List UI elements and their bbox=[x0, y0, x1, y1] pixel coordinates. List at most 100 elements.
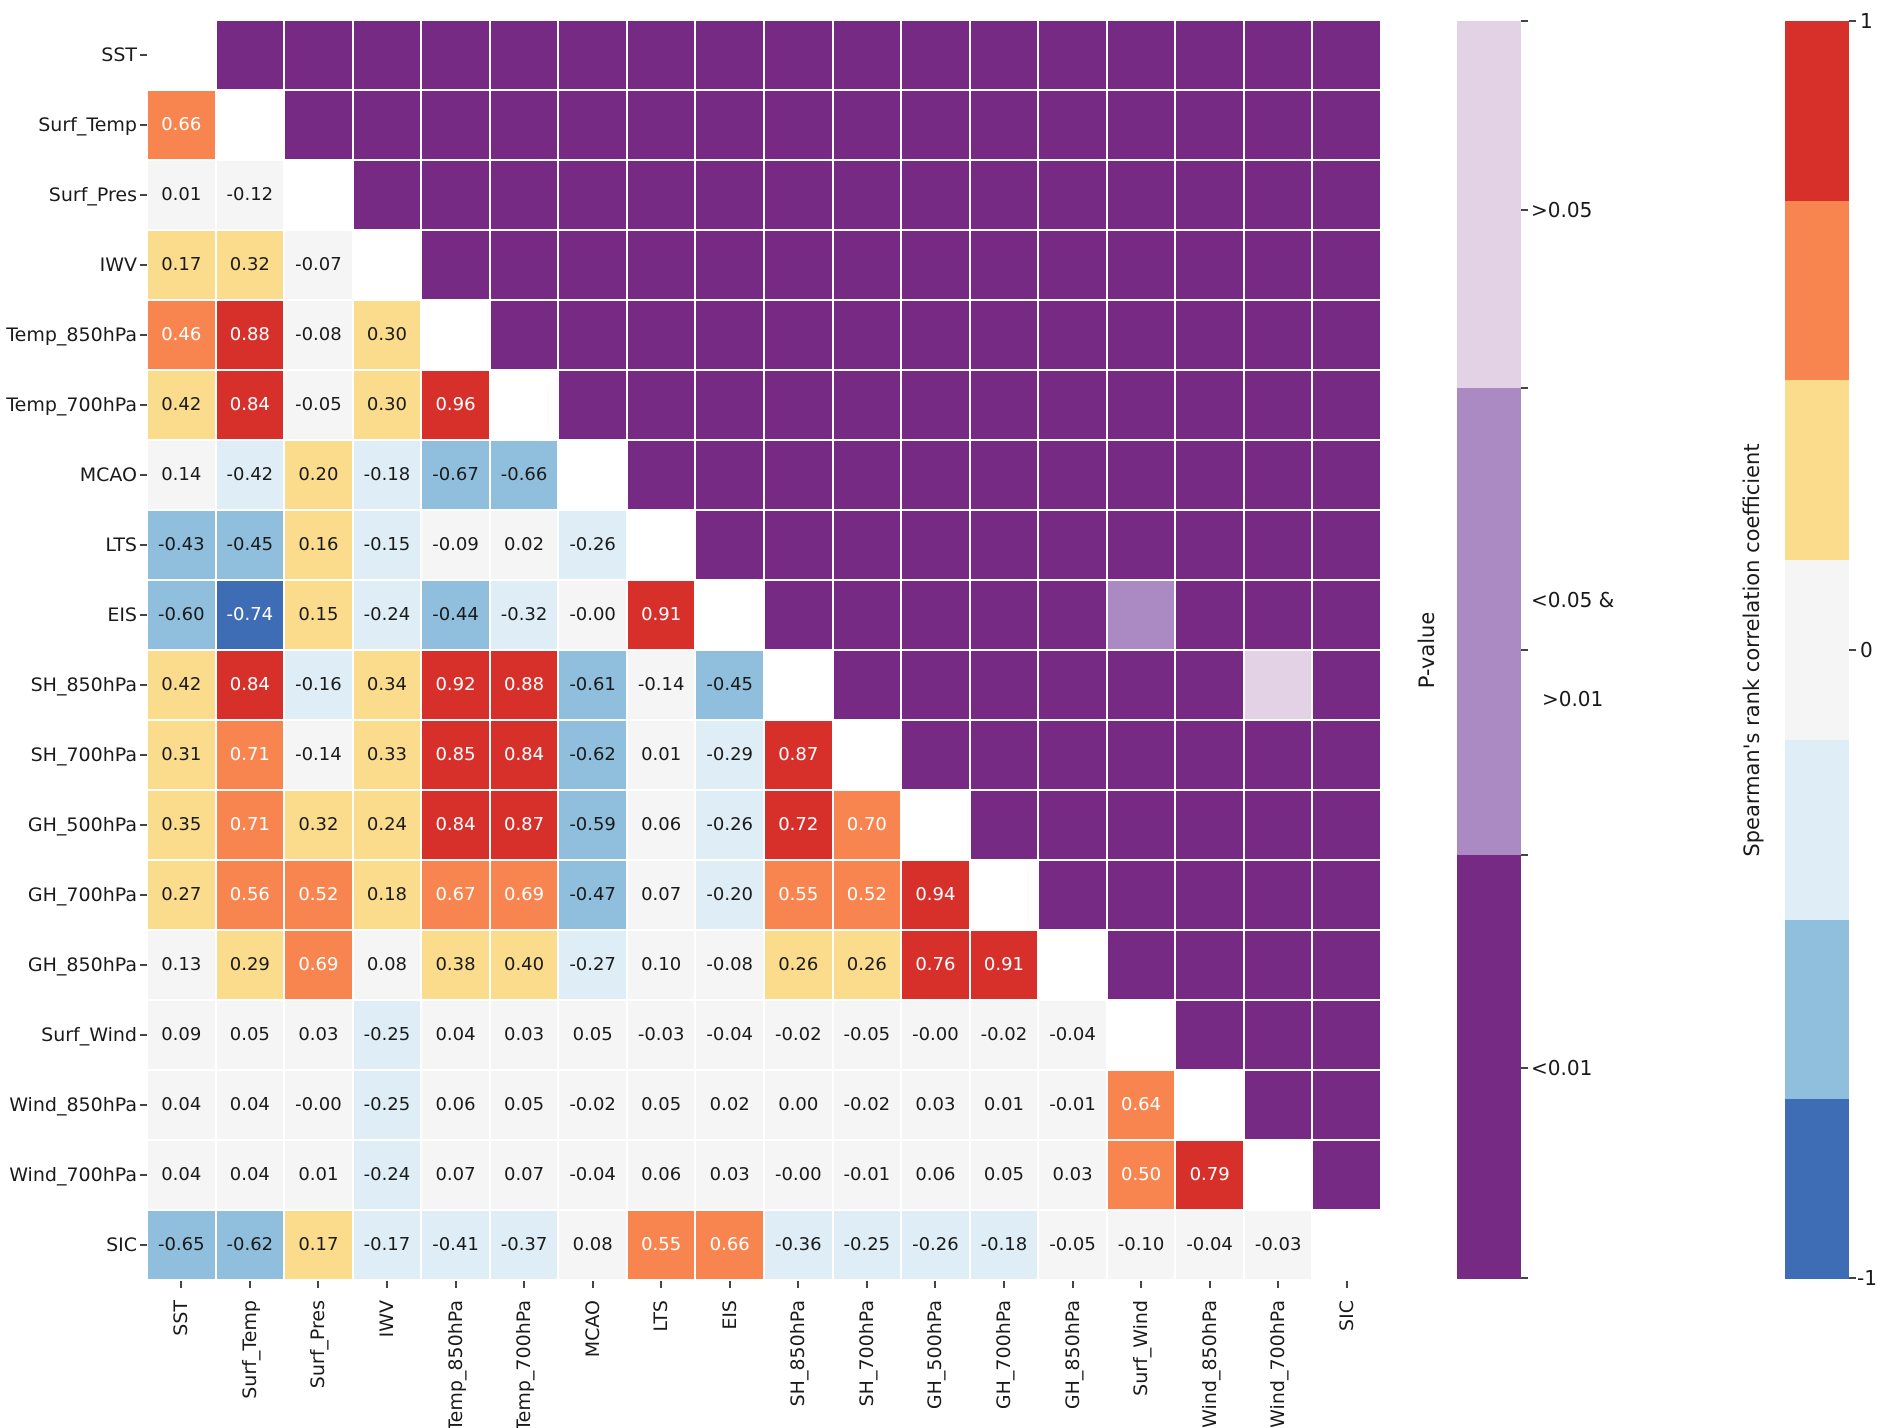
heatmap-cell-pvalue bbox=[1313, 441, 1380, 509]
heatmap-cell-correlation: 0.04 bbox=[148, 1141, 215, 1209]
heatmap-cell-diagonal bbox=[970, 861, 1038, 929]
heatmap-cell-correlation: -0.04 bbox=[696, 1001, 763, 1069]
heatmap-cell-pvalue bbox=[833, 651, 901, 719]
y-axis-tick bbox=[140, 1174, 147, 1176]
heatmap-cell-diagonal bbox=[765, 651, 832, 719]
heatmap-cell-pvalue bbox=[696, 301, 763, 369]
heatmap-cell-pvalue bbox=[970, 511, 1038, 579]
heatmap-cell-diagonal bbox=[696, 581, 763, 649]
heatmap-cell-diagonal bbox=[148, 21, 215, 89]
heatmap-cell-correlation: 0.26 bbox=[765, 931, 832, 999]
heatmap-cell-pvalue bbox=[765, 371, 832, 439]
heatmap-cell-correlation: 0.72 bbox=[765, 791, 832, 859]
heatmap-cell-pvalue bbox=[1176, 651, 1243, 719]
heatmap-cell-pvalue bbox=[1107, 931, 1175, 999]
heatmap-cell-correlation: 0.08 bbox=[353, 931, 421, 999]
heatmap-cell-correlation: 0.91 bbox=[627, 581, 695, 649]
heatmap-cell-pvalue bbox=[1176, 791, 1243, 859]
x-axis-label: MCAO bbox=[581, 1300, 604, 1358]
y-axis-tick bbox=[140, 824, 147, 826]
heatmap-cell-correlation: -0.03 bbox=[1244, 1211, 1312, 1279]
heatmap-cell-diagonal bbox=[1313, 1211, 1380, 1279]
heatmap-cell-correlation: 0.00 bbox=[765, 1071, 832, 1139]
heatmap-cell-pvalue bbox=[765, 91, 832, 159]
heatmap-cell-pvalue bbox=[1313, 1141, 1380, 1209]
heatmap-cell-correlation: 0.01 bbox=[148, 161, 215, 229]
heatmap-cell-correlation: -0.45 bbox=[216, 511, 284, 579]
heatmap-cell-pvalue bbox=[970, 651, 1038, 719]
y-axis-label: SH_850hPa bbox=[30, 674, 137, 696]
heatmap-cell-correlation: -0.25 bbox=[833, 1211, 901, 1279]
heatmap-cell-correlation: 0.88 bbox=[216, 301, 284, 369]
heatmap-cell-pvalue bbox=[1107, 441, 1175, 509]
heatmap-cell-correlation: -0.29 bbox=[696, 721, 763, 789]
heatmap-cell-pvalue bbox=[559, 21, 626, 89]
heatmap-cell-correlation: 0.70 bbox=[833, 791, 901, 859]
heatmap-cell-correlation: 0.03 bbox=[696, 1141, 763, 1209]
y-axis-tick bbox=[140, 684, 147, 686]
heatmap-cell-pvalue bbox=[353, 91, 421, 159]
heatmap-cell-correlation: -0.04 bbox=[1039, 1001, 1106, 1069]
heatmap-cell-pvalue bbox=[627, 21, 695, 89]
x-axis-tick bbox=[1140, 1281, 1143, 1288]
heatmap-cell-pvalue bbox=[970, 301, 1038, 369]
heatmap-cell-correlation: 0.03 bbox=[1039, 1141, 1106, 1209]
heatmap-cell-pvalue bbox=[1313, 1071, 1380, 1139]
heatmap-cell-correlation: -0.18 bbox=[970, 1211, 1038, 1279]
heatmap-cell-pvalue bbox=[1107, 511, 1175, 579]
heatmap-cell-correlation: 0.69 bbox=[490, 861, 558, 929]
heatmap-cell-correlation: 0.13 bbox=[148, 931, 215, 999]
heatmap-cell-pvalue bbox=[1039, 371, 1106, 439]
y-axis-label: EIS bbox=[107, 604, 137, 626]
heatmap-cell-correlation: 0.17 bbox=[285, 1211, 352, 1279]
heatmap-cell-correlation: -0.61 bbox=[559, 651, 626, 719]
y-axis-tick bbox=[140, 334, 147, 336]
heatmap-cell-pvalue bbox=[490, 161, 558, 229]
heatmap-cell-pvalue bbox=[627, 91, 695, 159]
pvalue-label-mid-line1: <0.05 & bbox=[1531, 588, 1615, 612]
pvalue-colorbar-tick bbox=[1521, 649, 1528, 651]
correlation-colorbar-segment bbox=[1785, 739, 1849, 920]
x-axis-label: IWV bbox=[375, 1300, 398, 1338]
heatmap-cell-pvalue bbox=[970, 91, 1038, 159]
heatmap-cell-correlation: 0.84 bbox=[216, 651, 284, 719]
heatmap-cell-pvalue bbox=[1244, 91, 1312, 159]
heatmap-cell-pvalue bbox=[1107, 791, 1175, 859]
heatmap-cell-pvalue bbox=[559, 231, 626, 299]
heatmap-cell-correlation: 0.05 bbox=[216, 1001, 284, 1069]
x-axis-tick bbox=[660, 1281, 663, 1288]
heatmap-cell-correlation: -0.00 bbox=[765, 1141, 832, 1209]
y-axis-label: Surf_Wind bbox=[41, 1024, 137, 1046]
heatmap-cell-pvalue bbox=[1244, 441, 1312, 509]
heatmap-cell-correlation: 0.56 bbox=[216, 861, 284, 929]
heatmap-cell-pvalue bbox=[422, 161, 489, 229]
heatmap-cell-pvalue bbox=[1176, 371, 1243, 439]
heatmap-cell-pvalue bbox=[1107, 861, 1175, 929]
heatmap-cell-correlation: 0.08 bbox=[559, 1211, 626, 1279]
pvalue-label-mid-line2: >0.01 bbox=[1541, 687, 1604, 711]
heatmap-cell-correlation: -0.20 bbox=[696, 861, 763, 929]
y-axis-label: Wind_850hPa bbox=[9, 1094, 137, 1116]
heatmap-cell-pvalue bbox=[1107, 21, 1175, 89]
pvalue-colorbar-tick bbox=[1521, 209, 1528, 211]
heatmap-cell-pvalue bbox=[1313, 301, 1380, 369]
x-axis-label: LTS bbox=[650, 1300, 673, 1332]
heatmap-cell-pvalue bbox=[1039, 651, 1106, 719]
heatmap-cell-pvalue bbox=[627, 301, 695, 369]
heatmap-cell-correlation: -0.65 bbox=[148, 1211, 215, 1279]
heatmap-cell-correlation: 0.03 bbox=[490, 1001, 558, 1069]
heatmap-cell-pvalue bbox=[765, 161, 832, 229]
heatmap-cell-pvalue bbox=[1176, 91, 1243, 159]
heatmap-cell-pvalue bbox=[627, 161, 695, 229]
y-axis-tick bbox=[140, 964, 147, 966]
heatmap-cell-correlation: 0.50 bbox=[1107, 1141, 1175, 1209]
heatmap-cell-correlation: -0.05 bbox=[833, 1001, 901, 1069]
heatmap-cell-diagonal bbox=[1176, 1071, 1243, 1139]
heatmap-cell-correlation: 0.29 bbox=[216, 931, 284, 999]
correlation-colorbar-segment bbox=[1785, 380, 1849, 561]
heatmap-cell-correlation: -0.18 bbox=[353, 441, 421, 509]
heatmap-cell-correlation: 0.01 bbox=[970, 1071, 1038, 1139]
heatmap-cell-pvalue bbox=[490, 91, 558, 159]
x-axis-tick bbox=[728, 1281, 731, 1288]
heatmap-cell-pvalue bbox=[627, 441, 695, 509]
